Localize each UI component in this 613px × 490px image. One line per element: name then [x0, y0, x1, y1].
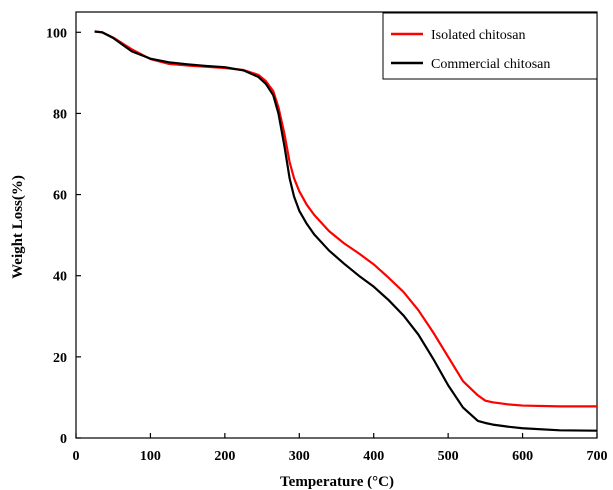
x-tick-label: 300	[289, 449, 310, 464]
plot-area: 0 100 200 300 400 500 600 700 0 20 40 60 80 100	[46, 11, 608, 464]
x-tick-label: 500	[438, 449, 459, 464]
x-tick-label: 200	[214, 449, 235, 464]
legend-box	[382, 12, 598, 80]
y-tick-label: 40	[53, 270, 67, 285]
y-axis-title: Weight Loss(%)	[10, 175, 26, 279]
legend-label-isolated-chitosan: Isolated chitosan	[431, 28, 525, 43]
legend-label-commercial-chitosan: Commercial chitosan	[431, 57, 550, 72]
y-tick-label: 100	[46, 26, 67, 41]
x-tick-label: 0	[73, 449, 80, 464]
y-tick-label: 20	[53, 351, 67, 366]
x-axis-title: Temperature (°C)	[280, 474, 394, 490]
x-tick-label: 700	[587, 449, 608, 464]
series-line-commercial-chitosan	[94, 30, 598, 432]
x-tick-label: 600	[512, 449, 533, 464]
y-tick-label: 60	[53, 189, 67, 204]
x-tick-label: 100	[140, 449, 161, 464]
plot-frame	[75, 11, 598, 439]
y-tick-label: 0	[60, 432, 67, 447]
x-tick-label: 400	[363, 449, 384, 464]
legend: Isolated chitosan Commercial chitosan	[382, 12, 598, 80]
y-tick-label: 80	[53, 107, 67, 122]
series-line-isolated-chitosan	[94, 30, 597, 408]
